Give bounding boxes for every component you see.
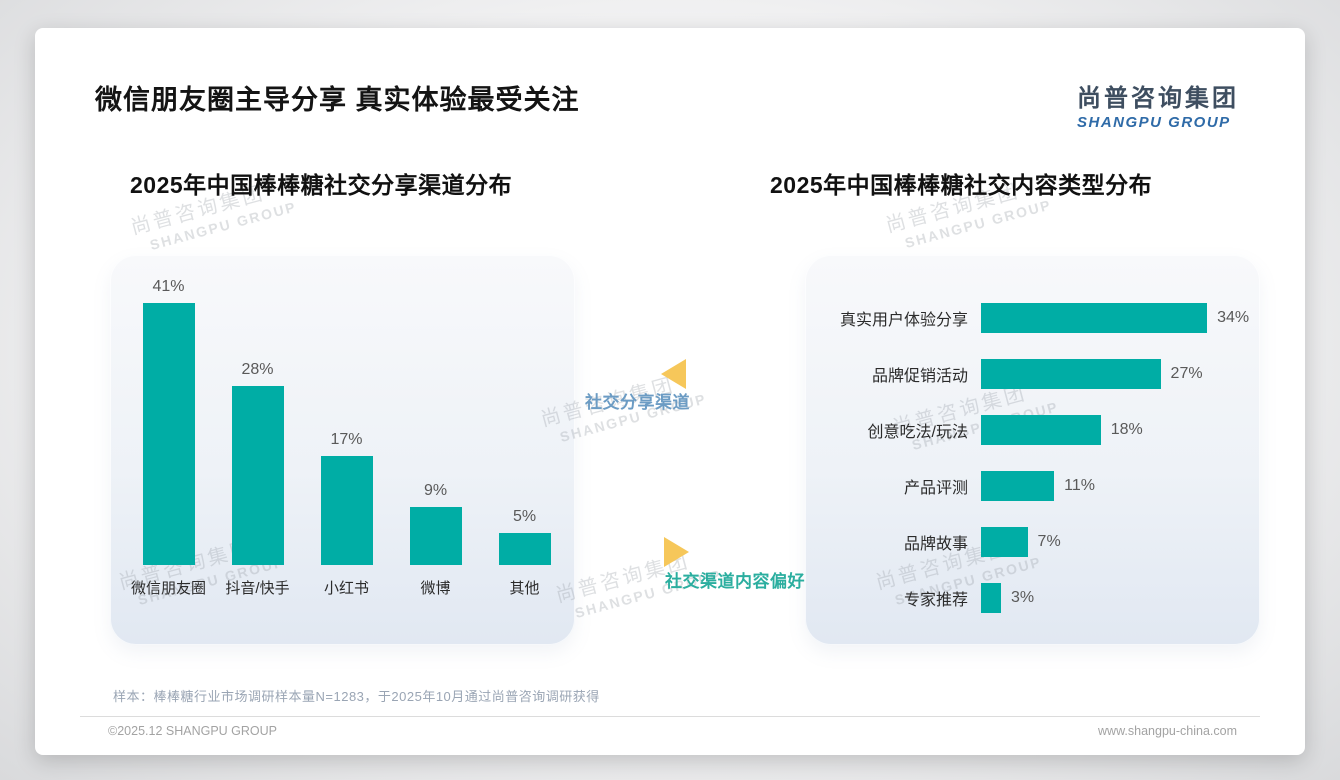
bar-category-label: 创意吃法/玩法 — [867, 424, 968, 441]
bar — [409, 507, 462, 565]
bar-category-label: 微信朋友圈 — [130, 580, 206, 597]
bar-value-label: 5% — [512, 508, 537, 525]
page-title: 微信朋友圈主导分享 真实体验最受关注 — [95, 85, 580, 115]
bar-column: 17% 小红书 — [302, 255, 391, 600]
logo-english-text: SHANGPU GROUP — [1077, 114, 1231, 131]
bar-column: 5% 其他 — [480, 255, 569, 600]
bar-row: 专家推荐 3% — [805, 570, 1260, 626]
bar-category-label: 专家推荐 — [903, 592, 968, 609]
bar-value-label: 3% — [1010, 589, 1035, 606]
bar-row: 品牌促销活动 27% — [805, 346, 1260, 402]
logo-chinese-text: 尚普咨询集团 — [1077, 85, 1239, 112]
bar-column: 41% 微信朋友圈 — [124, 255, 213, 600]
bar-value-label: 17% — [330, 431, 363, 449]
right-chart-panel: 真实用户体验分享 34% 品牌促销活动 27% 创意吃法/玩法 18% 产品评测 11% 品牌故… — [805, 255, 1260, 645]
bar-category-label: 其他 — [509, 580, 540, 597]
bar — [231, 385, 284, 565]
content-preference-label: 社交渠道内容偏好 — [665, 572, 805, 591]
bar — [981, 583, 1001, 613]
footer-copyright: ©2025.12 SHANGPU GROUP — [108, 724, 277, 738]
footer-divider — [80, 716, 1260, 717]
slide-card: 微信朋友圈主导分享 真实体验最受关注 尚普咨询集团 SHANGPU GROUP … — [35, 28, 1305, 755]
bar-value-label: 41% — [152, 277, 185, 295]
bar-value-label: 9% — [423, 482, 448, 500]
bar-row: 创意吃法/玩法 18% — [805, 402, 1260, 458]
left-chart-panel: 41% 微信朋友圈 28% 抖音/快手 17% 小红书 9% 微博 5% 其他 — [110, 255, 575, 645]
bar-row: 产品评测 11% — [805, 458, 1260, 514]
bar-value-label: 7% — [1037, 533, 1061, 550]
bar-category-label: 真实用户体验分享 — [839, 312, 968, 329]
bar — [981, 359, 1161, 389]
bar-category-label: 小红书 — [323, 580, 369, 597]
bar — [981, 471, 1055, 501]
bar-value-label: 11% — [1064, 477, 1095, 494]
bar-column: 9% 微博 — [391, 255, 480, 600]
bar-category-label: 微博 — [420, 580, 451, 597]
sample-note: 样本：棒棒糖行业市场调研样本量N=1283，于2025年10月通过尚普咨询调研获… — [113, 689, 600, 704]
share-channel-label: 社交分享渠道 — [585, 393, 690, 412]
bar — [320, 456, 373, 565]
bar-category-label: 品牌促销活动 — [871, 368, 968, 385]
bar — [498, 533, 551, 565]
bar-row: 真实用户体验分享 34% — [805, 290, 1260, 346]
bar-category-label: 品牌故事 — [903, 536, 968, 553]
left-chart-title: 2025年中国棒棒糖社交分享渠道分布 — [130, 172, 513, 198]
bar-category-label: 产品评测 — [903, 480, 968, 497]
horizontal-bar-chart: 真实用户体验分享 34% 品牌促销活动 27% 创意吃法/玩法 18% 产品评测 11% 品牌故… — [805, 255, 1260, 626]
bar-value-label: 27% — [1170, 365, 1203, 382]
bar-column: 28% 抖音/快手 — [213, 255, 302, 600]
bar — [981, 527, 1028, 557]
bar — [981, 303, 1208, 333]
bar-row: 品牌故事 7% — [805, 514, 1260, 570]
bar-value-label: 34% — [1217, 309, 1250, 326]
footer-website: www.shangpu-china.com — [1098, 724, 1237, 738]
right-pointing-triangle-icon — [664, 537, 689, 567]
bar — [981, 415, 1101, 445]
bar-value-label: 18% — [1110, 421, 1143, 438]
company-logo: 尚普咨询集团 SHANGPU GROUP — [1077, 78, 1239, 131]
right-chart-title: 2025年中国棒棒糖社交内容类型分布 — [770, 172, 1153, 198]
bar-category-label: 抖音/快手 — [225, 580, 290, 597]
vertical-bar-chart: 41% 微信朋友圈 28% 抖音/快手 17% 小红书 9% 微博 5% 其他 — [110, 255, 575, 600]
bar-value-label: 28% — [241, 360, 274, 378]
bar — [142, 302, 195, 565]
left-pointing-triangle-icon — [661, 359, 686, 389]
